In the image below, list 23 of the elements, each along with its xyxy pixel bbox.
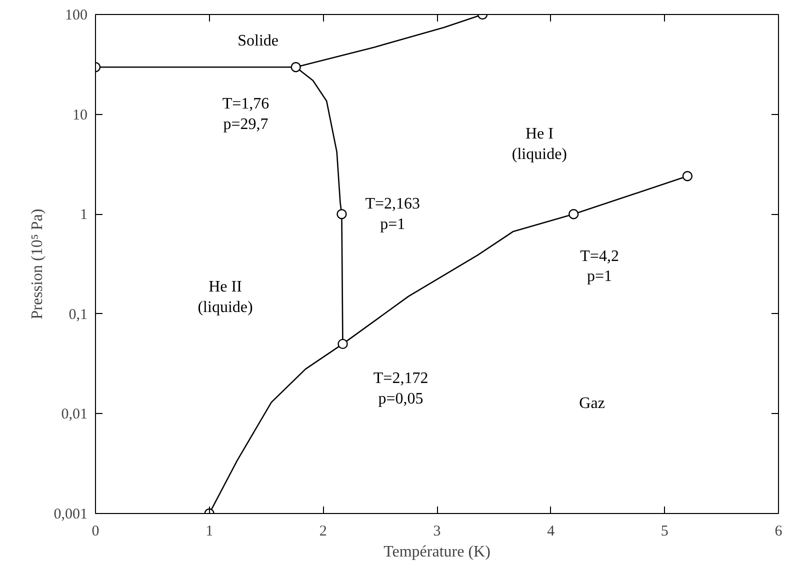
y-tick-label: 0,01 xyxy=(61,406,88,423)
annotation: Solide xyxy=(238,32,278,50)
y-tick-label: 0,001 xyxy=(54,506,88,522)
annotation: T=2,172 p=0,05 xyxy=(373,370,428,408)
annotation: T=4,2 p=1 xyxy=(580,248,619,286)
y-tick-label: 10 xyxy=(72,107,88,124)
x-tick-label: 0 xyxy=(92,524,100,540)
x-tick-label: 2 xyxy=(319,524,327,540)
x-tick-label: 3 xyxy=(433,524,441,540)
y-axis-title: Pression (10⁵ Pa) xyxy=(28,208,46,320)
annotation: He II (liquide) xyxy=(198,278,253,316)
x-tick-label: 5 xyxy=(660,524,668,540)
annotation: He I (liquide) xyxy=(512,126,567,163)
annotation: Gaz xyxy=(579,395,605,412)
x-tick-label: 6 xyxy=(774,524,783,540)
x-axis-title: Température (K) xyxy=(384,544,490,560)
annotation: T=2,163 p=1 xyxy=(365,195,420,233)
annotation: T=1,76 p=29,7 xyxy=(222,96,270,133)
y-tick-label: 100 xyxy=(65,8,88,24)
y-tick-label: 1 xyxy=(80,207,88,224)
x-tick-label: 4 xyxy=(547,524,556,540)
y-tick-label: 0,1 xyxy=(68,306,88,323)
x-tick-label: 1 xyxy=(206,524,214,540)
